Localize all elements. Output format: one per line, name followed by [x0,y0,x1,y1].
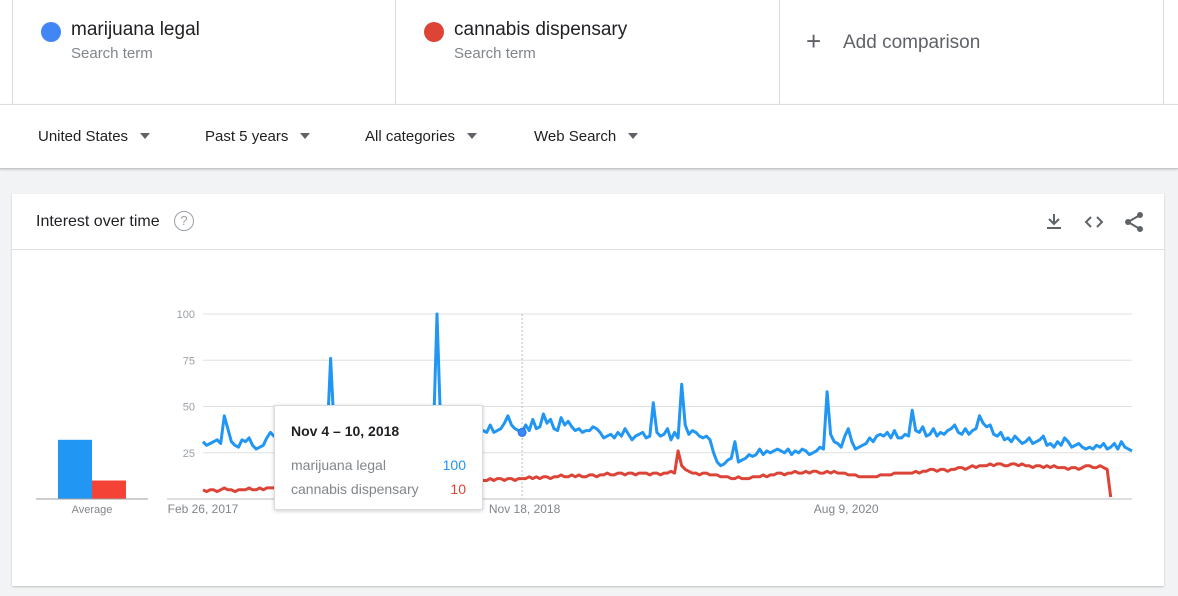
card-header: Interest over time ? [12,194,1164,250]
interest-over-time-card: Interest over time ? Average 100 75 50 25 F… [12,194,1164,586]
region-label: United States [38,128,129,145]
tooltip: Nov 4 – 10, 2018 marijuana legal 100 can… [274,405,483,510]
search-term-name: marijuana legal [71,19,200,40]
caret-down-icon [140,133,151,140]
y-tick-label: 25 [183,448,195,460]
add-comparison-label: Add comparison [843,32,981,53]
filter-bar: United States Past 5 years All categorie… [0,104,1178,169]
search-term-2[interactable]: cannabis dispensary Search term [395,0,780,104]
category-label: All categories [365,128,456,145]
tooltip-row-2-value: 10 [450,481,466,497]
caret-down-icon [300,133,311,140]
embed-icon[interactable] [1082,210,1106,234]
help-icon[interactable]: ? [174,211,194,231]
average-label: Average [72,504,113,516]
search-term-type: Search term [71,45,153,62]
y-tick-label: 50 [183,402,195,414]
series-color-dot-icon [424,22,444,42]
y-tick-label: 75 [183,355,195,367]
comparison-bar: marijuana legal Search term cannabis dis… [0,0,1178,104]
y-axis: 100 75 50 25 [177,309,195,460]
download-icon[interactable] [1042,210,1066,234]
x-tick-label: Nov 18, 2018 [489,502,561,516]
region-dropdown[interactable]: United States [38,128,151,145]
x-tick-label: Aug 9, 2020 [814,502,879,516]
search-term-1[interactable]: marijuana legal Search term [12,0,396,104]
search-term-name: cannabis dispensary [454,19,628,40]
search-type-label: Web Search [534,128,617,145]
add-comparison-button[interactable]: + Add comparison [779,0,1164,104]
tooltip-row-2-name: cannabis dispensary [291,481,419,497]
caret-down-icon [628,133,639,140]
x-axis: Feb 26, 2017 Nov 18, 2018 Aug 9, 2020 [168,502,879,516]
tooltip-row-1-name: marijuana legal [291,457,386,473]
hover-point [517,427,527,437]
search-term-type: Search term [454,45,536,62]
series-color-dot-icon [41,22,61,42]
tooltip-row-1-value: 100 [442,457,466,473]
time-range-label: Past 5 years [205,128,289,145]
y-tick-label: 100 [177,309,195,321]
interest-over-time-chart[interactable]: Average 100 75 50 25 Feb 26, 2017 Nov 18, 20… [12,194,1164,586]
plus-icon: + [806,26,822,56]
caret-down-icon [467,133,478,140]
share-icon[interactable] [1122,210,1146,234]
time-range-dropdown[interactable]: Past 5 years [205,128,311,145]
search-type-dropdown[interactable]: Web Search [534,128,639,145]
average-bar-cannabis-dispensary [92,480,126,499]
tooltip-title: Nov 4 – 10, 2018 [291,423,400,439]
category-dropdown[interactable]: All categories [365,128,478,145]
x-tick-label: Feb 26, 2017 [168,502,239,516]
card-title: Interest over time [36,213,160,230]
average-bar-marijuana-legal [58,439,92,499]
